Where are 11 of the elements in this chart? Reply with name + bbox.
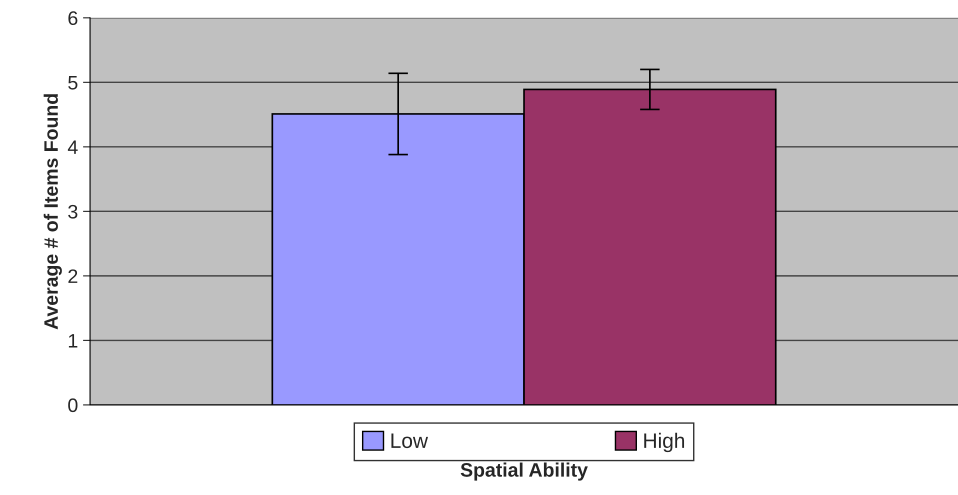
y-tick-label: 5	[68, 76, 78, 90]
y-axis-title: Average # of Items Found	[44, 94, 62, 330]
y-tick-label: 1	[68, 334, 78, 348]
y-tick-label: 2	[68, 269, 78, 283]
y-tick-label: 0	[68, 398, 78, 412]
y-tick-label: 3	[68, 204, 78, 219]
x-axis-title: Spatial Ability	[460, 462, 588, 481]
legend-label: Low	[391, 434, 428, 448]
legend-label: High	[644, 432, 684, 452]
y-tick-label: 6	[68, 11, 78, 26]
y-tick-label: 4	[68, 140, 78, 154]
